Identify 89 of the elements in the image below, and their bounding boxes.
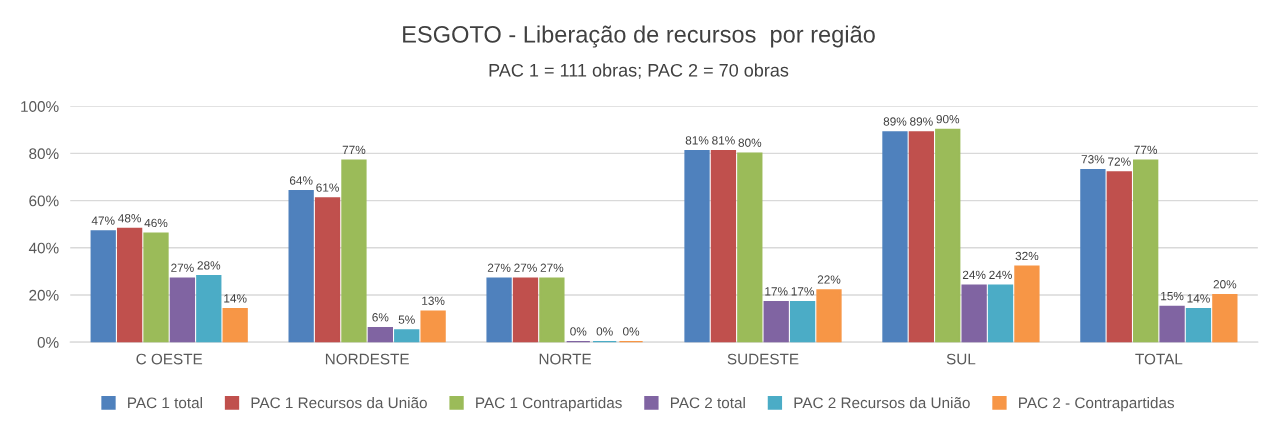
bar — [987, 284, 1014, 343]
data-label: 32% — [1015, 251, 1039, 261]
bar — [512, 277, 539, 343]
bar — [1212, 293, 1238, 343]
y-tick-label: 60% — [29, 195, 59, 207]
data-label: 0% — [570, 327, 587, 336]
bar — [710, 150, 737, 343]
data-label: 89% — [883, 117, 907, 126]
bar — [1185, 308, 1212, 343]
y-tick-label: 80% — [29, 148, 59, 160]
bar — [420, 310, 446, 343]
bar — [196, 275, 222, 343]
x-tick-label: TOTAL — [1135, 353, 1183, 365]
data-label: 22% — [817, 275, 841, 284]
bar — [935, 128, 961, 343]
data-label: 64% — [289, 176, 313, 185]
bar — [882, 131, 908, 343]
bar — [961, 284, 987, 343]
x-tick-label: SUL — [946, 353, 976, 365]
data-label: 0% — [596, 327, 613, 336]
data-label: 27% — [487, 263, 511, 272]
chart-title: ESGOTO - Liberação de recursos por região — [403, 25, 875, 48]
y-tick-label: 20% — [29, 289, 59, 301]
bar — [288, 190, 314, 343]
bar — [341, 159, 367, 343]
chart-subtitle: PAC 1 = 111 obras; PAC 2 = 70 obras — [489, 63, 789, 79]
bar — [539, 277, 565, 343]
x-tick-label: NORTE — [539, 353, 592, 365]
data-label: 72% — [1108, 157, 1131, 166]
bar — [737, 152, 763, 343]
bar — [908, 131, 935, 343]
y-tick-label: 100% — [21, 101, 59, 112]
data-label: 14% — [1187, 294, 1210, 303]
bar — [1106, 171, 1132, 343]
data-label: 24% — [962, 270, 986, 279]
bar — [314, 197, 341, 343]
data-label: 14% — [224, 294, 247, 303]
bar — [763, 300, 789, 343]
x-tick-label: C OESTE — [136, 353, 203, 365]
bar — [394, 329, 420, 343]
data-label: 73% — [1081, 155, 1105, 164]
bar — [1133, 159, 1159, 343]
data-label: 28% — [197, 261, 221, 270]
data-label: 24% — [989, 270, 1012, 279]
bar — [789, 300, 816, 343]
legend-label: PAC 2 Recursos da União — [794, 397, 970, 409]
bar — [90, 230, 116, 343]
data-label: 5% — [398, 315, 415, 324]
legend-label: PAC 1 Contrapartidas — [476, 397, 622, 412]
legend-label: PAC 2 - Contrapartidas — [1019, 397, 1175, 412]
data-label: 77% — [342, 145, 366, 154]
bar — [684, 150, 710, 343]
bar — [222, 308, 248, 343]
data-label: 15% — [1161, 291, 1184, 301]
x-tick-label: SUDESTE — [727, 353, 799, 365]
data-label: 27% — [540, 263, 564, 272]
bar — [367, 326, 393, 343]
data-label: 17% — [765, 287, 788, 296]
bar — [143, 232, 169, 343]
data-label: 77% — [1134, 145, 1158, 154]
data-label: 17% — [791, 287, 814, 296]
bar — [1080, 168, 1106, 343]
data-label: 89% — [910, 117, 933, 126]
bar — [169, 277, 196, 343]
data-label: 90% — [936, 114, 960, 124]
legend-label: PAC 2 total — [670, 397, 745, 409]
x-tick-label: NORDESTE — [325, 353, 409, 365]
data-label: 81% — [712, 136, 735, 145]
bar — [1014, 265, 1040, 343]
data-label: 47% — [91, 216, 115, 225]
legend-label: PAC 1 total — [128, 397, 202, 409]
data-label: 80% — [738, 138, 762, 147]
data-label: 48% — [118, 214, 142, 223]
data-label: 81% — [685, 136, 709, 145]
bar — [486, 277, 512, 343]
bar — [116, 227, 143, 343]
data-label: 27% — [171, 263, 194, 272]
bar — [1159, 305, 1185, 343]
data-label: 13% — [422, 296, 445, 305]
bar — [816, 289, 842, 343]
y-tick-label: 40% — [28, 242, 59, 254]
data-label: 61% — [316, 183, 339, 192]
data-label: 27% — [514, 263, 537, 272]
data-label: 6% — [372, 313, 389, 322]
data-label: 46% — [144, 218, 168, 228]
data-label: 20% — [1213, 280, 1237, 289]
data-label: 0% — [622, 327, 640, 336]
y-tick-label: 0% — [37, 336, 59, 348]
legend-label: PAC 1 Recursos da União — [251, 397, 427, 409]
